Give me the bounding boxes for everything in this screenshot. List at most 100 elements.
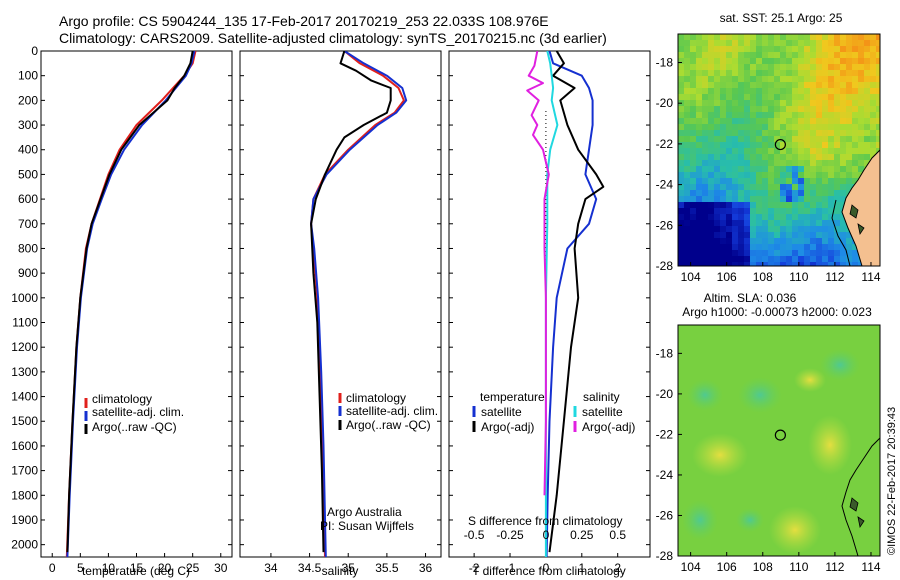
sst-cell (774, 52, 780, 58)
sst-cell (714, 196, 720, 202)
sst-cell (798, 220, 804, 226)
sst-cell (714, 244, 720, 250)
sst-cell (708, 112, 714, 118)
sst-cell (684, 226, 690, 232)
sst-cell (762, 196, 768, 202)
sst-cell (810, 136, 816, 142)
sst-cell (792, 160, 798, 166)
sst-cell (846, 52, 852, 58)
sst-cell (744, 100, 750, 106)
sst-cell (828, 124, 834, 130)
sst-cell (768, 256, 774, 262)
sst-cell (786, 112, 792, 118)
sst-cell (756, 154, 762, 160)
sst-cell (846, 184, 852, 190)
sst-cell (816, 76, 822, 82)
map-x-tick-label: 104 (681, 270, 701, 284)
sst-cell (726, 166, 732, 172)
sst-cell (768, 148, 774, 154)
sst-cell (696, 94, 702, 100)
sst-cell (834, 160, 840, 166)
sst-cell (696, 76, 702, 82)
sst-cell (864, 52, 870, 58)
sst-cell (858, 100, 864, 106)
legend-label-climatology: climatology (346, 391, 406, 405)
sst-cell (696, 232, 702, 238)
sst-cell (786, 256, 792, 262)
sst-cell (762, 256, 768, 262)
sst-cell (876, 148, 880, 154)
sst-cell (714, 130, 720, 136)
sst-cell (786, 208, 792, 214)
sst-cell (786, 106, 792, 112)
sst-cell (804, 112, 810, 118)
sst-cell (786, 184, 792, 190)
sst-cell (708, 46, 714, 52)
sst-cell (846, 100, 852, 106)
sst-cell (810, 178, 816, 184)
sst-cell (744, 172, 750, 178)
sst-heatmap-cells (678, 34, 880, 266)
sst-cell (714, 190, 720, 196)
sst-cell (816, 70, 822, 76)
sst-cell (738, 82, 744, 88)
sst-cell (798, 244, 804, 250)
sst-cell (708, 130, 714, 136)
sst-cell (732, 220, 738, 226)
sst-cell (846, 82, 852, 88)
salinity-axis-label: salinity (322, 564, 359, 578)
sst-cell (858, 76, 864, 82)
sst-cell (720, 166, 726, 172)
sst-cell (774, 244, 780, 250)
sst-cell (762, 46, 768, 52)
sst-cell (702, 202, 708, 208)
legend-label-temp-satellite: satellite (481, 405, 522, 419)
sst-cell (702, 232, 708, 238)
sst-cell (858, 136, 864, 142)
sst-cell (804, 124, 810, 130)
sst-cell (732, 70, 738, 76)
sst-cell (858, 58, 864, 64)
sst-cell (798, 64, 804, 70)
sst-cell (834, 34, 840, 40)
sst-cell (798, 148, 804, 154)
sst-cell (798, 46, 804, 52)
sst-cell (726, 142, 732, 148)
sst-cell (798, 226, 804, 232)
sst-cell (846, 178, 852, 184)
sst-cell (720, 106, 726, 112)
sst-cell (840, 94, 846, 100)
sst-cell (792, 256, 798, 262)
sst-cell (876, 46, 880, 52)
sst-cell (684, 106, 690, 112)
sst-cell (720, 118, 726, 124)
sst-cell (822, 46, 828, 52)
sst-cell (774, 250, 780, 256)
sst-cell (690, 166, 696, 172)
sst-cell (690, 196, 696, 202)
sst-cell (720, 244, 726, 250)
sst-cell (744, 142, 750, 148)
sst-cell (708, 250, 714, 256)
sst-cell (840, 40, 846, 46)
sst-cell (852, 112, 858, 118)
sst-cell (798, 58, 804, 64)
sst-cell (876, 142, 880, 148)
legend-label-argo: Argo(..raw -QC) (92, 420, 177, 434)
sst-cell (834, 40, 840, 46)
sst-cell (816, 136, 822, 142)
sst-cell (708, 142, 714, 148)
sst-cell (756, 118, 762, 124)
sst-cell (732, 106, 738, 112)
sst-cell (708, 148, 714, 154)
sst-cell (714, 214, 720, 220)
sst-cell (792, 154, 798, 160)
sst-cell (822, 76, 828, 82)
sst-cell (804, 250, 810, 256)
sst-cell (804, 130, 810, 136)
sst-cell (846, 40, 852, 46)
sst-cell (810, 100, 816, 106)
sst-cell (870, 88, 876, 94)
sst-cell (714, 142, 720, 148)
sst-cell (774, 232, 780, 238)
